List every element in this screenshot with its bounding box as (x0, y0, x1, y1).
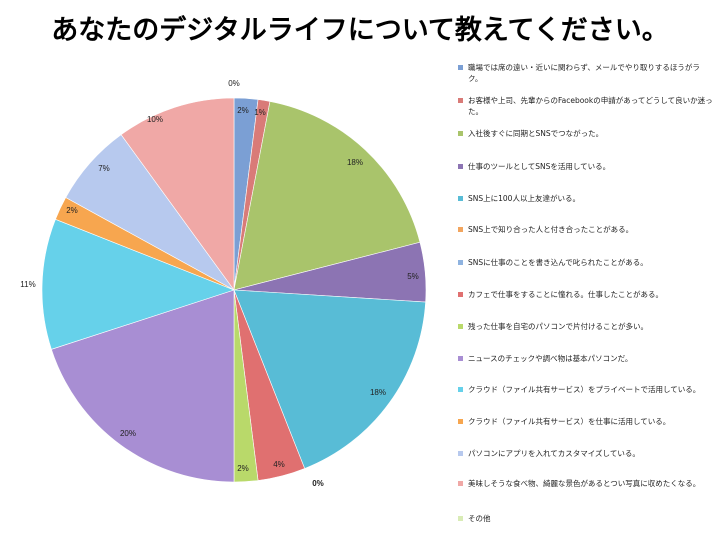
legend-swatch (458, 196, 463, 201)
pie-slice (51, 289, 235, 483)
slice-value-label: 0% (312, 479, 324, 488)
chart-title: あなたのデジタルライフについて教えてください。 (51, 15, 669, 46)
legend-label: ニュースのチェックや調べ物は基本パソコンだ。 (468, 354, 633, 363)
legend-swatch (458, 451, 463, 456)
slice-value-label: 1% (254, 108, 266, 117)
legend-swatch (458, 516, 463, 521)
pie-slice (120, 97, 235, 291)
pie-slice (233, 289, 426, 469)
legend-swatch (458, 164, 463, 169)
slice-value-label: 2% (66, 206, 78, 215)
pie-slice (41, 218, 235, 350)
legend-swatch (458, 356, 463, 361)
slice-value-label: 2% (237, 464, 249, 473)
legend-swatch (458, 260, 463, 265)
legend-label: クラウド（ファイル共有サービス）をプライベートで活用している。 (468, 385, 701, 394)
legend-label: 美味しそうな食べ物、綺麗な景色があるとつい写真に収めたくなる。 (468, 479, 701, 488)
legend-label: 残った仕事を自宅のパソコンで片付けることが多い。 (468, 322, 648, 331)
legend-swatch (458, 387, 463, 392)
legend-swatch (458, 481, 463, 486)
slice-value-label: 18% (370, 388, 386, 397)
slice-value-label: 0% (228, 79, 240, 88)
legend-label: 職場では席の遠い・近いに関わらず、メールでやり取りするほうがラク。 (468, 63, 700, 83)
legend-swatch (458, 131, 463, 136)
slice-value-label: 10% (147, 115, 163, 124)
legend-label: SNS上で知り合った人と付き合ったことがある。 (468, 225, 634, 234)
legend-label: パソコンにアプリを入れてカスタマイズしている。 (468, 449, 640, 458)
legend-swatch (458, 227, 463, 232)
slice-value-label: 2% (237, 106, 249, 115)
slice-value-label: 5% (407, 272, 419, 281)
legend-label: カフェで仕事をすることに憧れる。仕事したことがある。 (468, 290, 663, 299)
legend-label: 入社後すぐに同期とSNSでつながった。 (468, 129, 604, 138)
legend-swatch (458, 419, 463, 424)
slice-value-label: 4% (273, 460, 285, 469)
slice-value-label: 11% (20, 280, 35, 289)
slice-value-label: 20% (120, 429, 136, 438)
legend-label: SNS上に100人以上友達がいる。 (468, 194, 580, 203)
legend-label: 仕事のツールとしてSNSを活用している。 (468, 162, 611, 171)
legend-swatch (458, 65, 463, 70)
legend-label: クラウド（ファイル共有サービス）を仕事に活用している。 (468, 417, 671, 426)
slice-value-label: 7% (98, 164, 110, 173)
legend-label: その他 (468, 514, 491, 523)
legend-label: お客様や上司、先輩からのFacebookの申請があってどうして良いか迷った。 (468, 96, 713, 116)
legend-swatch (458, 98, 463, 103)
pie-slice (233, 101, 421, 291)
slice-value-label: 18% (347, 158, 363, 167)
legend-label: SNSに仕事のことを書き込んで叱られたことがある。 (468, 258, 648, 267)
legend-swatch (458, 324, 463, 329)
legend-swatch (458, 292, 463, 297)
